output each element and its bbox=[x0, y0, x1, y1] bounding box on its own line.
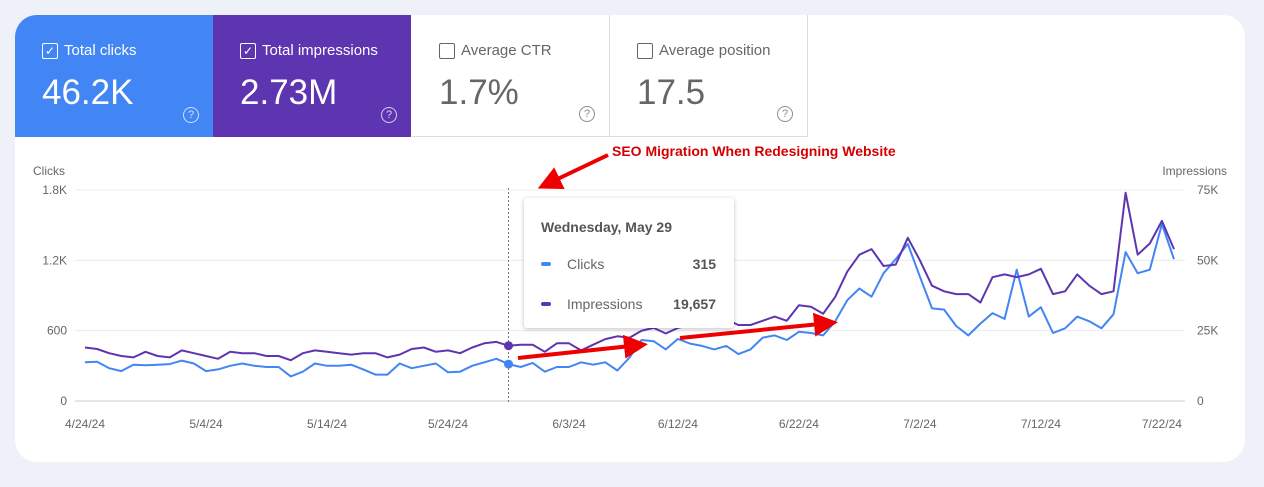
left-tick-label: 1.2K bbox=[42, 253, 67, 267]
help-icon[interactable]: ? bbox=[183, 107, 199, 123]
data-point-impressions bbox=[504, 341, 513, 351]
right-tick-label: 0 bbox=[1197, 394, 1204, 408]
tooltip-label: Clicks bbox=[567, 256, 605, 272]
x-tick-label: 7/2/24 bbox=[903, 417, 937, 431]
metric-value: 1.7% bbox=[439, 73, 519, 112]
right-tick-label: 25K bbox=[1197, 324, 1218, 338]
left-tick-label: 0 bbox=[60, 394, 67, 408]
tooltip-value: 315 bbox=[692, 256, 716, 272]
x-tick-label: 7/12/24 bbox=[1021, 417, 1061, 431]
data-point-clicks bbox=[504, 359, 513, 369]
metric-label: Average CTR bbox=[461, 42, 552, 59]
annotation-text: SEO Migration When Redesigning Website bbox=[612, 143, 896, 159]
tooltip-date: Wednesday, May 29 bbox=[541, 219, 672, 235]
right-tick-label: 75K bbox=[1197, 183, 1218, 197]
metric-value: 17.5 bbox=[637, 73, 706, 112]
x-tick-label: 6/12/24 bbox=[658, 417, 698, 431]
checkbox-unchecked-icon[interactable] bbox=[637, 42, 653, 59]
x-tick-label: 4/24/24 bbox=[65, 417, 105, 431]
x-tick-label: 7/22/24 bbox=[1142, 417, 1182, 431]
left-axis-label: Clicks bbox=[33, 164, 65, 178]
clicks-swatch-icon bbox=[541, 262, 551, 266]
metric-total-impressions[interactable]: ✓ Total impressions 2.73M ? bbox=[213, 15, 411, 137]
chart-tooltip: Wednesday, May 29 Clicks 315 Impressions 1… bbox=[524, 198, 734, 328]
metric-value: 2.73M bbox=[240, 73, 338, 112]
tooltip-row-clicks: Clicks 315 bbox=[541, 256, 716, 272]
tooltip-row-impressions: Impressions 19,657 bbox=[541, 296, 716, 312]
x-tick-label: 5/24/24 bbox=[428, 417, 468, 431]
metric-average-position[interactable]: Average position 17.5 ? bbox=[610, 15, 808, 137]
impressions-swatch-icon bbox=[541, 302, 551, 306]
tooltip-value: 19,657 bbox=[673, 296, 716, 312]
metric-label: Total impressions bbox=[262, 42, 378, 59]
checkbox-checked-icon[interactable]: ✓ bbox=[240, 42, 256, 59]
right-tick-label: 50K bbox=[1197, 253, 1218, 267]
x-tick-label: 5/4/24 bbox=[189, 417, 223, 431]
checkbox-checked-icon[interactable]: ✓ bbox=[42, 42, 58, 59]
left-tick-label: 1.8K bbox=[42, 183, 67, 197]
metric-value: 46.2K bbox=[42, 73, 134, 112]
help-icon[interactable]: ? bbox=[579, 106, 595, 122]
checkbox-unchecked-icon[interactable] bbox=[439, 42, 455, 59]
left-tick-label: 600 bbox=[47, 324, 67, 338]
x-tick-label: 6/3/24 bbox=[552, 417, 586, 431]
metric-label: Total clicks bbox=[64, 42, 137, 59]
tooltip-label: Impressions bbox=[567, 296, 643, 312]
right-axis-label: Impressions bbox=[1162, 164, 1227, 178]
performance-card: ✓ Total clicks 46.2K ? ✓ Total impressions… bbox=[15, 15, 1245, 462]
metric-total-clicks[interactable]: ✓ Total clicks 46.2K ? bbox=[15, 15, 213, 137]
metric-label: Average position bbox=[659, 42, 771, 59]
metric-average-ctr[interactable]: Average CTR 1.7% ? bbox=[412, 15, 610, 137]
help-icon[interactable]: ? bbox=[777, 106, 793, 122]
help-icon[interactable]: ? bbox=[381, 107, 397, 123]
x-tick-label: 6/22/24 bbox=[779, 417, 819, 431]
x-tick-label: 5/14/24 bbox=[307, 417, 347, 431]
